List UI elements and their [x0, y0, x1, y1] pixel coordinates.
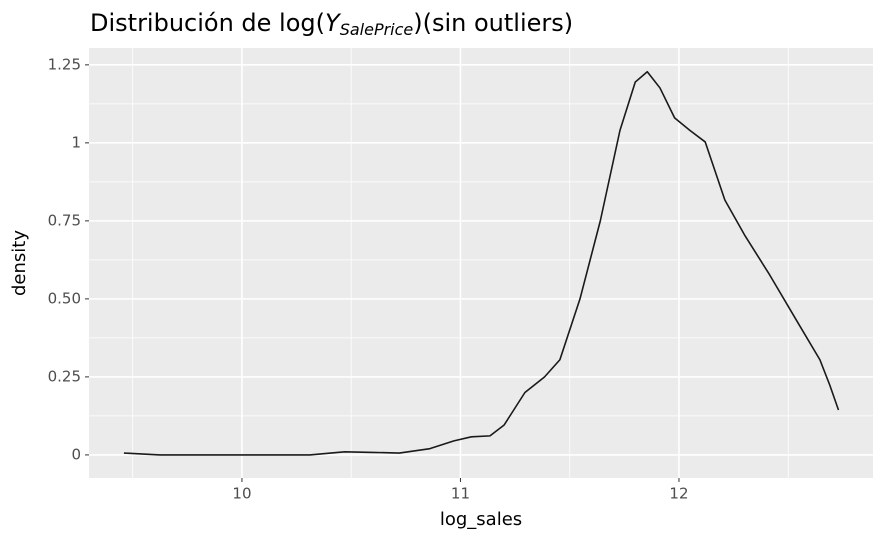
density-line	[123, 70, 840, 456]
title-symbol: Y	[325, 9, 342, 37]
y-tick-label: 0.50	[48, 289, 81, 307]
title-text: Distribución de log(	[90, 9, 325, 37]
title-subscript: SalePrice	[340, 20, 414, 39]
y-tick-label: 0	[71, 445, 81, 463]
x-tick-label: 10	[232, 485, 251, 503]
chart-title: Distribución de log(YSalePrice)(sin outl…	[90, 9, 573, 39]
plot-panel	[89, 48, 873, 478]
y-tick-label: 0.75	[48, 211, 81, 229]
x-axis-label: log_sales	[440, 509, 522, 530]
y-axis-label: density	[9, 230, 30, 296]
title-text: )(sin outliers)	[413, 9, 573, 37]
y-tick-label: 1	[71, 133, 81, 151]
x-tick-label: 12	[669, 485, 688, 503]
x-tick-label: 11	[451, 485, 470, 503]
y-tick-label: 0.25	[48, 367, 81, 385]
y-tick-label: 1.25	[48, 55, 81, 73]
